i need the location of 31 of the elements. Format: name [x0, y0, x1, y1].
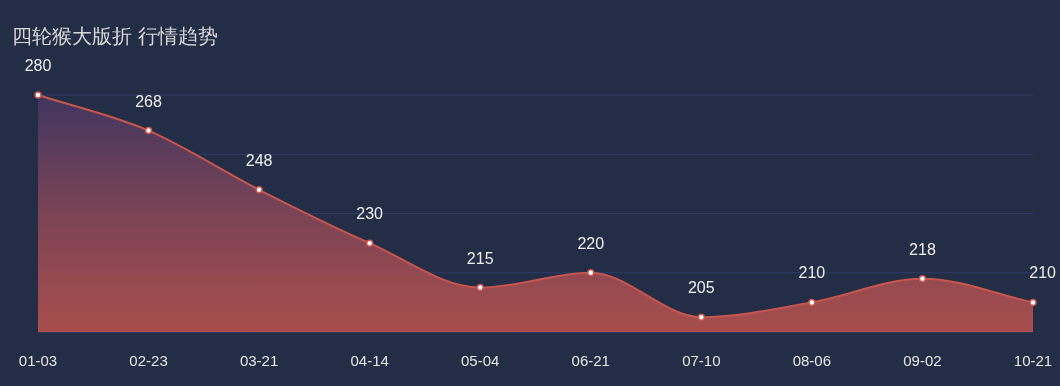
- data-label: 215: [466, 249, 494, 267]
- point: [476, 283, 484, 292]
- point: [144, 126, 153, 135]
- data-label: 230: [356, 205, 384, 223]
- data-label: 248: [245, 151, 273, 169]
- point: [808, 298, 816, 307]
- x-tick-label: 05-04: [461, 352, 500, 369]
- x-tick-label: 06-21: [571, 352, 610, 369]
- x-tick-label: 07-10: [682, 352, 721, 369]
- x-tick-label: 03-21: [239, 352, 279, 369]
- point: [255, 186, 263, 194]
- x-tick-label: 01-03: [18, 352, 58, 369]
- data-label: 280: [24, 57, 52, 74]
- x-tick-label: 04-14: [350, 352, 389, 369]
- x-tick-label: 08-06: [792, 352, 832, 369]
- point: [34, 91, 42, 99]
- chart-title: 四轮猴大版折 行情趋势: [12, 25, 218, 47]
- point: [1029, 298, 1037, 307]
- data-label: 218: [909, 240, 936, 258]
- point: [697, 313, 706, 321]
- point: [587, 269, 595, 277]
- x-tick-label: 10-21: [1013, 352, 1053, 369]
- x-tick-label: 02-23: [129, 352, 168, 369]
- point: [918, 274, 927, 283]
- data-label: 205: [687, 279, 715, 297]
- data-label: 210: [1029, 264, 1057, 282]
- x-tick-label: 09-02: [903, 352, 942, 369]
- point: [365, 239, 374, 247]
- data-label: 220: [577, 234, 605, 252]
- data-label: 210: [798, 264, 826, 282]
- data-label: 268: [135, 92, 162, 110]
